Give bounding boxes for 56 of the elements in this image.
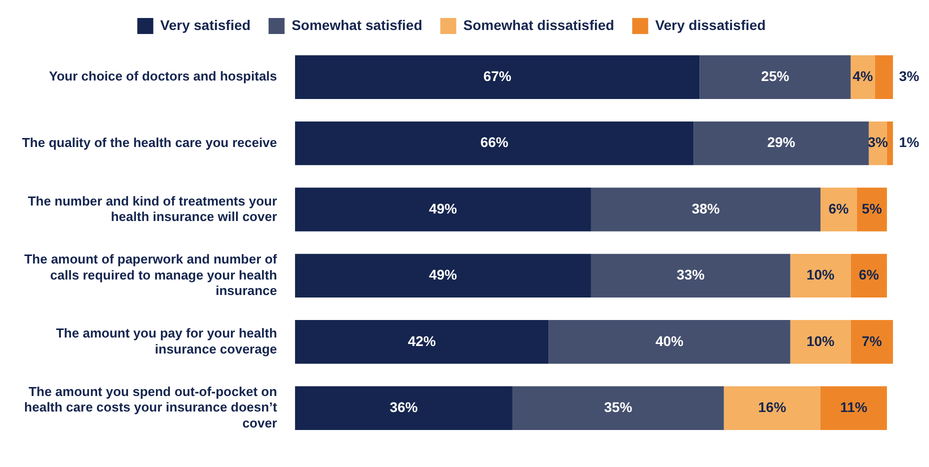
- bar: [850, 320, 893, 364]
- bar: [590, 188, 820, 232]
- data-label: 36%: [390, 398, 418, 415]
- data-label: 4%: [852, 68, 874, 84]
- legend-label: Very satisfied: [160, 16, 251, 33]
- data-label: 33%: [676, 266, 706, 283]
- data-label: 38%: [692, 200, 720, 216]
- data-label: 66%: [480, 134, 509, 150]
- bar: [850, 55, 875, 99]
- bar: [295, 188, 591, 232]
- data-label: 49%: [428, 200, 458, 216]
- bar: [512, 386, 724, 430]
- bar: [790, 254, 851, 298]
- bar: [694, 121, 869, 166]
- bar: [295, 320, 549, 364]
- data-label: 7%: [862, 332, 882, 349]
- data-label: 6%: [828, 200, 850, 216]
- bar: [820, 386, 887, 430]
- data-label: 5%: [862, 200, 882, 216]
- y-tick-label: The amount you pay for your health insurance coverage: [56, 326, 278, 356]
- legend-label: Very dissatisfied: [655, 16, 766, 33]
- bar: [295, 121, 694, 166]
- legend-label: Somewhat satisfied: [292, 16, 422, 33]
- bar: [548, 320, 790, 364]
- data-label: 42%: [408, 332, 436, 349]
- data-label: 1%: [898, 134, 920, 150]
- y-tick-label: Your choice of doctors and hospitals: [49, 68, 278, 84]
- y-tick-label: The number and kind of treatments your health insurance will cover: [28, 193, 278, 224]
- bar: [724, 386, 820, 430]
- data-label: 6%: [858, 266, 880, 283]
- bar: [874, 55, 893, 99]
- bar: [856, 188, 887, 232]
- data-label: 10%: [806, 332, 836, 349]
- bar: [590, 254, 790, 298]
- data-label: 35%: [604, 398, 633, 415]
- y-tick-label: The amount you spend out-of-pocket on health care costs your insurance doesn’t cover: [24, 384, 278, 430]
- data-label: 11%: [840, 398, 868, 415]
- bar: [820, 188, 857, 232]
- bar: [295, 55, 700, 99]
- bar: [700, 55, 851, 99]
- y-tick-label: The amount of paperwork and number of calls required to manage your health insurance: [24, 252, 278, 298]
- legend-label: Somewhat dissatisfied: [463, 16, 614, 33]
- data-label: 67%: [483, 68, 512, 84]
- data-label: 49%: [428, 266, 458, 283]
- data-label: 16%: [758, 398, 787, 415]
- bar: [790, 320, 851, 364]
- data-label: 25%: [761, 68, 790, 84]
- bar: [850, 254, 887, 298]
- data-label: 10%: [806, 266, 836, 283]
- bar: [295, 386, 512, 430]
- bar: [886, 121, 893, 166]
- bar: [295, 254, 591, 298]
- y-tick-label: The quality of the health care you receive: [22, 134, 278, 150]
- data-label: 3%: [898, 68, 920, 84]
- data-label: 29%: [767, 134, 796, 150]
- data-label: 40%: [655, 332, 684, 349]
